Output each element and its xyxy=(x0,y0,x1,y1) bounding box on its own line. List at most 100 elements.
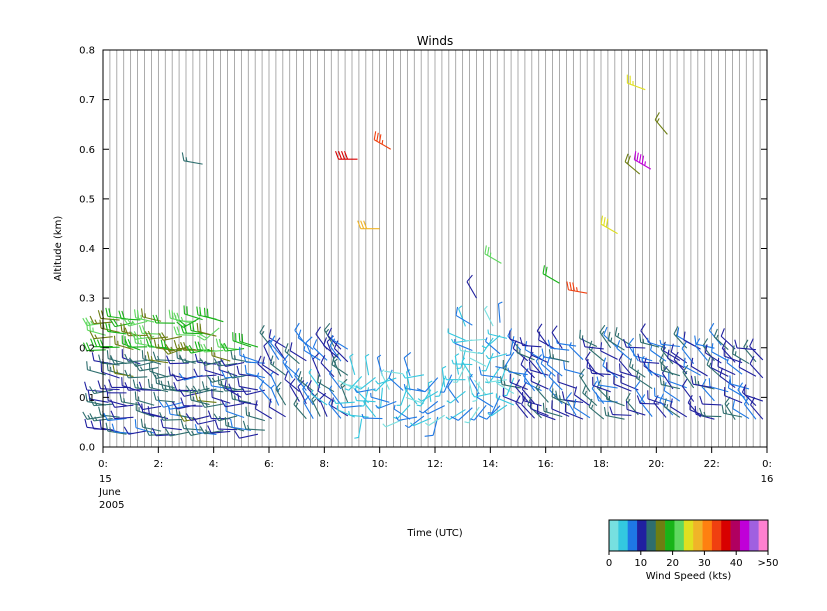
wind-barb xyxy=(405,397,425,405)
x-tick-label: 18: xyxy=(593,459,609,470)
wind-barb xyxy=(726,358,743,375)
wind-barb xyxy=(744,386,764,402)
wind-barb xyxy=(561,391,584,404)
wind-barb xyxy=(356,377,376,390)
wind-barb xyxy=(632,347,653,362)
wind-barb xyxy=(618,352,632,376)
colorbar-swatch xyxy=(627,520,638,551)
wind-barb xyxy=(323,322,335,347)
wind-barb xyxy=(305,336,314,361)
x-tick-label: 14: xyxy=(482,459,498,470)
wind-barb xyxy=(749,355,764,379)
wind-barb xyxy=(485,378,508,383)
wind-barb xyxy=(456,349,466,370)
wind-barb xyxy=(710,359,729,377)
wind-barb xyxy=(514,379,529,402)
colorbar-swatch xyxy=(702,520,713,551)
wind-barb xyxy=(329,338,342,362)
wind-barb xyxy=(268,329,286,349)
wind-barb xyxy=(395,416,418,421)
wind-barb xyxy=(464,406,480,424)
wind-barb xyxy=(328,385,342,405)
wind-barb xyxy=(268,398,286,418)
wind-barb xyxy=(310,389,328,406)
wind-barb xyxy=(404,415,425,429)
wind-barb xyxy=(123,426,148,435)
wind-barb xyxy=(327,327,342,350)
wind-barb xyxy=(659,376,680,390)
wind-barb xyxy=(521,392,542,407)
wind-barbs xyxy=(82,74,764,439)
wind-barb xyxy=(690,357,708,377)
wind-barb xyxy=(708,378,729,393)
wind-barb xyxy=(180,397,203,407)
wind-barb xyxy=(165,401,189,410)
wind-barb xyxy=(458,305,466,327)
colorbar-swatch xyxy=(749,520,759,551)
wind-barb xyxy=(230,418,252,431)
wind-barb xyxy=(619,363,639,378)
wind-barb xyxy=(484,367,501,384)
wind-barb xyxy=(282,354,293,379)
wind-barb xyxy=(103,412,127,422)
wind-barb xyxy=(370,392,390,403)
wind-barb xyxy=(152,351,175,362)
wind-barb xyxy=(547,339,570,351)
x-date-label: 2005 xyxy=(99,500,124,511)
wind-barb xyxy=(320,355,335,378)
x-tick-label: 22: xyxy=(704,459,720,470)
wind-barb xyxy=(375,401,397,409)
wind-barb xyxy=(713,328,729,351)
colorbar-swatch xyxy=(739,520,750,551)
wind-barb xyxy=(302,381,314,406)
wind-barb xyxy=(468,357,487,367)
wind-barb xyxy=(214,420,238,431)
wind-barb xyxy=(97,380,120,391)
wind-barb xyxy=(196,327,220,341)
wind-barb xyxy=(564,403,584,420)
wind-barb xyxy=(328,399,342,419)
wind-barb xyxy=(192,416,217,425)
wind-barb xyxy=(445,409,466,421)
wind-barb xyxy=(294,368,307,391)
wind-barb xyxy=(606,390,625,407)
y-axis-label: Altitude (km) xyxy=(53,216,64,282)
wind-barb xyxy=(654,112,668,135)
wind-barb xyxy=(254,400,273,420)
wind-barb xyxy=(297,329,314,350)
wind-barb xyxy=(484,245,502,264)
wind-barb xyxy=(607,331,625,351)
wind-barb xyxy=(659,339,680,348)
wind-barb xyxy=(592,376,611,393)
colorbar-swatch xyxy=(758,520,769,551)
wind-barb xyxy=(137,401,162,411)
wind-barb xyxy=(663,382,681,402)
wind-barb xyxy=(349,353,356,376)
y-tick-label: 0.1 xyxy=(79,393,95,404)
wind-barb xyxy=(138,325,162,335)
wind-barb xyxy=(633,151,652,170)
wind-barb xyxy=(134,363,159,372)
wind-barb xyxy=(331,334,349,350)
wind-barb xyxy=(447,379,459,404)
wind-barb xyxy=(185,413,210,422)
x-tick-label: 6: xyxy=(264,459,274,470)
wind-barb xyxy=(176,317,201,328)
wind-barb xyxy=(242,353,265,364)
wind-barb xyxy=(600,215,618,235)
wind-barb xyxy=(256,372,273,390)
wind-barb xyxy=(340,378,349,403)
wind-barb xyxy=(487,329,508,339)
wind-barb xyxy=(416,377,439,393)
wind-barb xyxy=(711,343,729,362)
wind-barb xyxy=(635,369,653,390)
wind-barb xyxy=(87,390,109,403)
wind-barb xyxy=(530,372,549,390)
wind-barb xyxy=(237,377,259,391)
wind-barb xyxy=(228,383,252,393)
wind-barb xyxy=(270,335,284,359)
wind-barb xyxy=(335,150,358,160)
wind-barb xyxy=(588,398,605,420)
wind-barb xyxy=(487,404,508,417)
wind-barb xyxy=(586,359,605,377)
